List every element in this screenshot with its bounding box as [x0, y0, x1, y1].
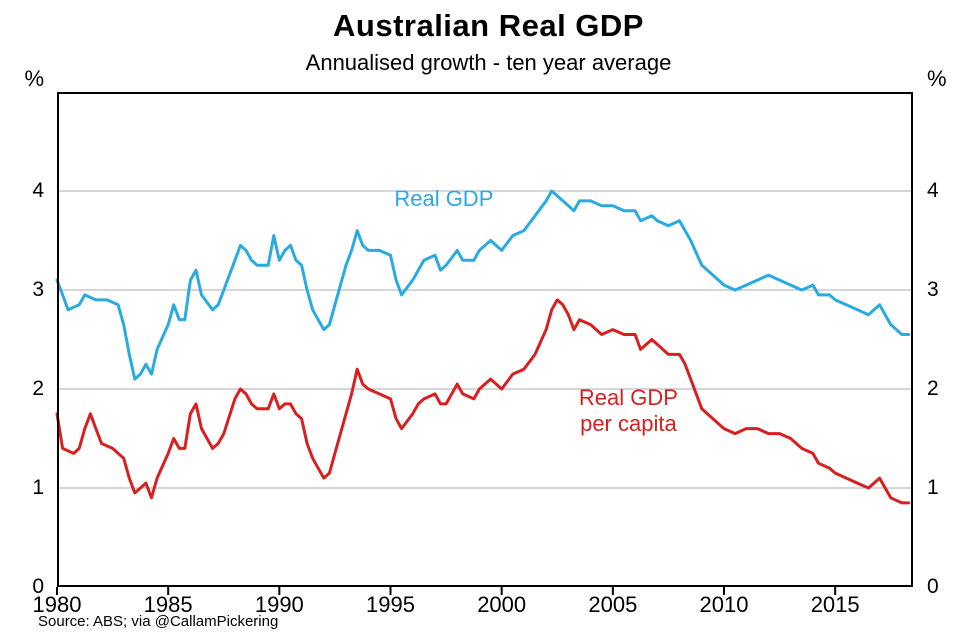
y-axis-label-right: 4	[927, 179, 939, 202]
y-axis-label-left: 3	[32, 278, 44, 301]
y-axis-label-left: 1	[32, 476, 44, 499]
series-line-real-gdp	[55, 189, 911, 381]
y-axis-label-right: 3	[927, 278, 939, 301]
x-axis-label: 2005	[588, 592, 638, 617]
y-axis-label-left: 0	[32, 575, 44, 598]
x-axis-label: 1990	[254, 592, 304, 617]
y-axis-unit-left: %	[24, 66, 44, 91]
series-annotation-real-gdp: Real GDP	[394, 185, 494, 211]
chart-canvas	[55, 92, 913, 595]
x-axis-label: 1980	[32, 592, 82, 617]
source-attribution: Source: ABS; via @CallamPickering	[38, 613, 279, 630]
x-axis-label: 1995	[366, 592, 415, 617]
y-axis-label-right: 2	[927, 377, 939, 400]
x-axis-label: 2000	[477, 592, 527, 617]
y-axis-label-left: 4	[32, 179, 44, 202]
y-axis-label-left: 2	[32, 377, 44, 400]
chart-title: Australian Real GDP	[333, 8, 644, 43]
plot-area	[55, 92, 913, 595]
y-axis-label-right: 0	[927, 575, 939, 598]
y-axis-label-right: 1	[927, 476, 939, 499]
plot-border	[57, 92, 913, 587]
x-axis-label: 1985	[143, 592, 193, 617]
x-axis-label: 2015	[810, 592, 860, 617]
series-annotation-real-gdp-per-capita: Real GDP per capita	[578, 384, 678, 436]
x-axis-label: 2010	[699, 592, 749, 617]
chart-subtitle: Annualised growth - ten year average	[305, 50, 672, 75]
y-axis-unit-right: %	[927, 66, 947, 91]
series-line-real-gdp-per-capita	[55, 298, 911, 505]
